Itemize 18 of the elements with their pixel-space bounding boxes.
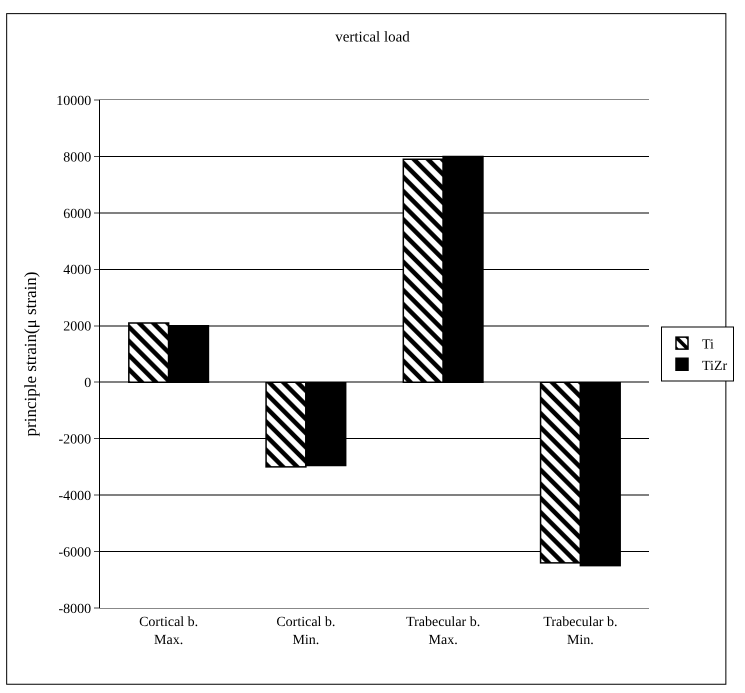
y-tick-label: -2000 [58, 432, 92, 448]
y-tick-label: 4000 [63, 263, 92, 278]
y-tick-label: -4000 [58, 489, 92, 504]
text: Ti [702, 338, 714, 353]
y-tick-label: 2000 [63, 320, 92, 335]
y-tick-label: 10000 [56, 94, 92, 109]
x-tick-label: Trabecular b. Max. [406, 614, 480, 648]
x-tick-label: Cortical b. Min. [276, 614, 336, 648]
y-tick-label: -8000 [58, 602, 92, 617]
y-tick-label: 6000 [63, 206, 92, 222]
y-tick-label: 8000 [63, 150, 92, 166]
x-tick-label: Trabecular b. Min. [543, 614, 618, 648]
legend-label: TiZr [702, 358, 728, 374]
y-tick-label: -6000 [58, 545, 92, 560]
y-tick-label: 0 [84, 376, 92, 392]
x-tick-label: Cortical b. Max. [139, 614, 198, 648]
chart-title: vertical load [335, 30, 410, 46]
y-axis-title: principle strain(μ strain) [20, 272, 40, 436]
